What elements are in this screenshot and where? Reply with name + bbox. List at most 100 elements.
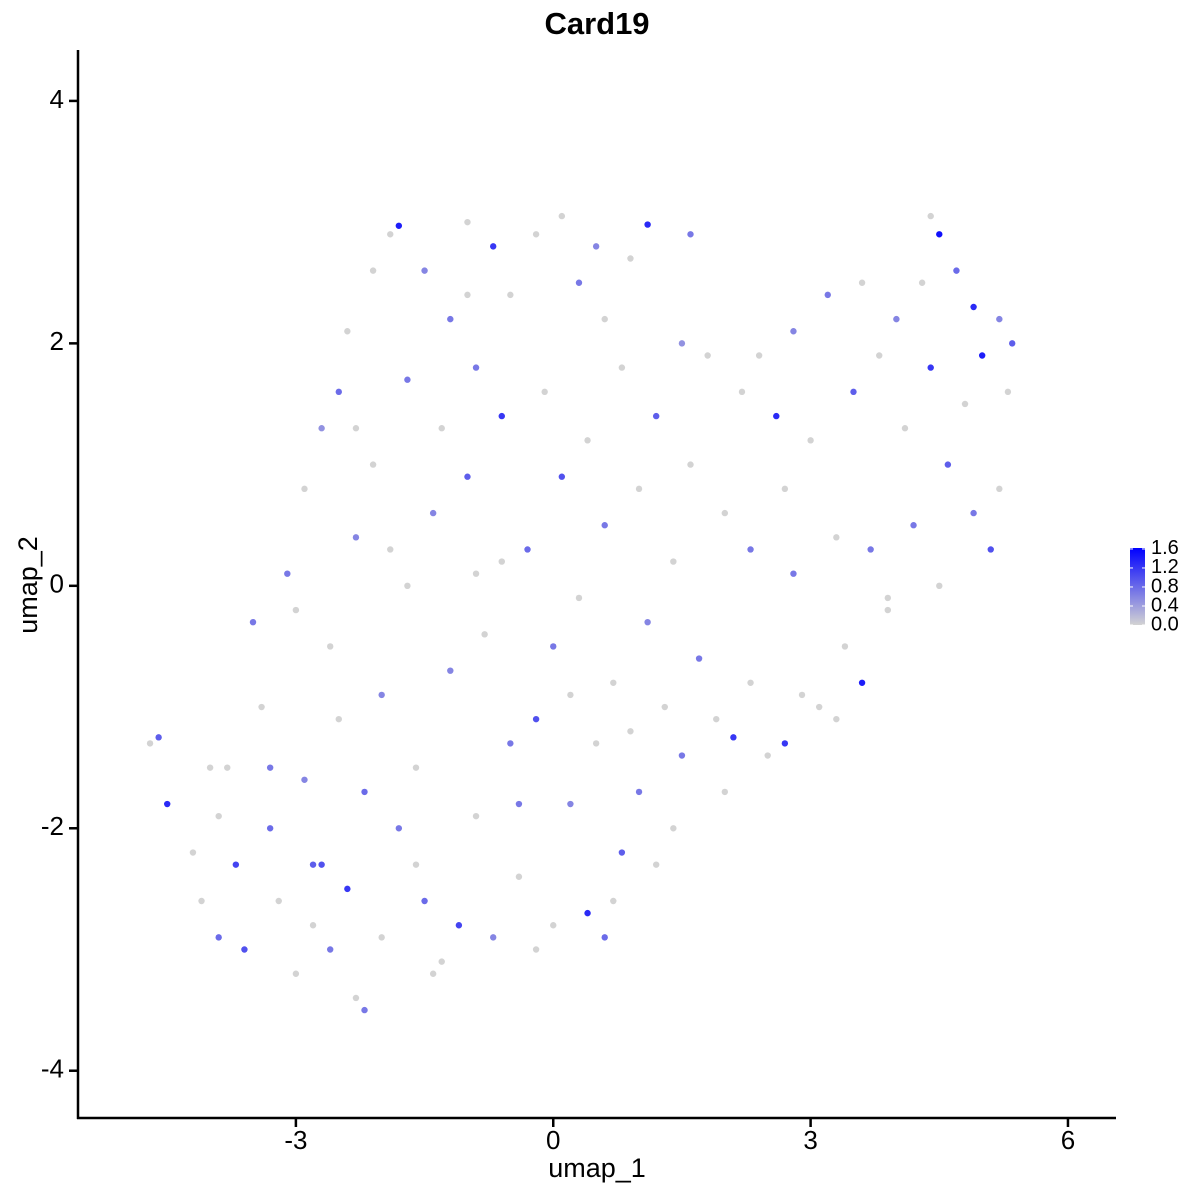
- point: [644, 221, 651, 228]
- point: [352, 534, 360, 541]
- point: [884, 606, 892, 614]
- point: [721, 788, 729, 796]
- point: [652, 412, 660, 420]
- point: [978, 352, 986, 359]
- point: [601, 315, 608, 323]
- point: [635, 788, 643, 796]
- point: [858, 279, 866, 286]
- point: [730, 734, 737, 741]
- point: [678, 752, 686, 759]
- point: [266, 825, 274, 832]
- point: [627, 728, 634, 735]
- point: [824, 291, 831, 299]
- point: [833, 715, 840, 723]
- x-axis-label: umap_1: [548, 1153, 646, 1183]
- point: [146, 740, 154, 747]
- point: [601, 522, 608, 529]
- point: [318, 861, 325, 868]
- point: [404, 582, 411, 590]
- point: [1009, 340, 1016, 347]
- point: [927, 212, 934, 220]
- point: [790, 570, 797, 577]
- point: [833, 534, 840, 541]
- colorbar-tick-label: 1.6: [1151, 537, 1179, 559]
- point: [893, 315, 900, 323]
- point: [412, 861, 420, 868]
- point: [738, 388, 746, 396]
- y-tick-label: 4: [50, 84, 64, 114]
- point: [550, 922, 557, 929]
- point: [670, 558, 677, 565]
- point: [429, 970, 437, 977]
- colorbar-tick-label: 0.4: [1151, 594, 1179, 616]
- point: [198, 897, 205, 905]
- point: [678, 340, 686, 347]
- point: [721, 509, 729, 517]
- point: [361, 1006, 368, 1014]
- point: [301, 485, 308, 493]
- point: [850, 388, 857, 396]
- point: [764, 752, 771, 759]
- point: [713, 715, 720, 723]
- chart-title: Card19: [544, 6, 649, 41]
- point: [344, 885, 351, 893]
- point: [421, 267, 428, 274]
- point: [996, 485, 1003, 493]
- y-tick-label: 0: [50, 569, 64, 599]
- point: [704, 352, 711, 359]
- point: [498, 412, 505, 420]
- point: [490, 934, 497, 941]
- point: [395, 222, 403, 229]
- point: [1004, 388, 1012, 396]
- x-tick-label: 6: [1061, 1125, 1075, 1155]
- point: [884, 594, 892, 602]
- point: [584, 909, 591, 917]
- point: [601, 934, 608, 941]
- point: [670, 825, 677, 832]
- point: [447, 315, 454, 323]
- point: [953, 267, 960, 274]
- point: [369, 461, 377, 468]
- point: [472, 812, 480, 820]
- point: [558, 473, 566, 480]
- point: [524, 546, 531, 553]
- point: [421, 897, 428, 905]
- point: [309, 861, 317, 868]
- point: [970, 509, 977, 517]
- point: [404, 376, 411, 383]
- point: [189, 849, 197, 856]
- point: [661, 703, 668, 711]
- point: [532, 946, 540, 953]
- y-tick-label: -4: [41, 1054, 64, 1084]
- point: [361, 788, 368, 796]
- point: [592, 243, 600, 250]
- point: [292, 606, 300, 614]
- point: [798, 691, 806, 699]
- point: [369, 267, 377, 274]
- point: [532, 715, 540, 723]
- x-tick-label: 3: [803, 1125, 817, 1155]
- y-tick-label: -2: [41, 811, 64, 841]
- point: [627, 255, 634, 262]
- point: [206, 764, 214, 771]
- point: [515, 873, 523, 880]
- point: [301, 776, 308, 783]
- y-tick-label: 2: [50, 326, 64, 356]
- point: [318, 425, 325, 432]
- x-tick-label: 0: [546, 1125, 560, 1155]
- point: [781, 740, 789, 747]
- point: [961, 400, 969, 408]
- point: [429, 509, 437, 517]
- point: [232, 861, 240, 868]
- point: [695, 655, 703, 662]
- point: [815, 703, 823, 711]
- point: [387, 546, 394, 553]
- point: [567, 800, 574, 808]
- point: [378, 934, 385, 941]
- point: [464, 291, 471, 299]
- point: [592, 740, 600, 747]
- point: [472, 364, 480, 371]
- colorbar-tick-label: 0.8: [1151, 575, 1179, 597]
- points: [146, 212, 1016, 1014]
